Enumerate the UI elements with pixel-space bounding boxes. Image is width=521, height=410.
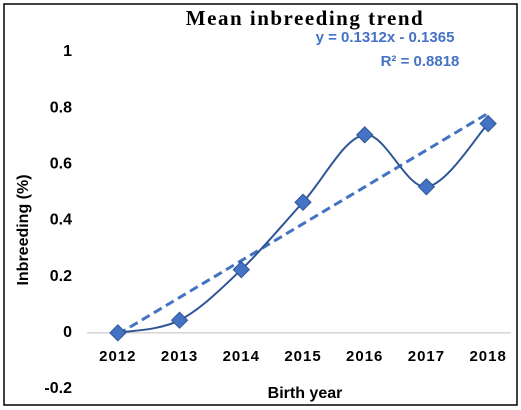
trend-r2: R² = 0.8818 [381,53,460,70]
y-tick-label: 1 [63,43,72,60]
x-tick-label: 2017 [408,348,445,365]
data-point [356,126,374,144]
data-point [294,193,312,211]
chart-title: Mean inbreeding trend [186,6,424,30]
x-tick-label: 2015 [284,348,321,365]
x-axis-title: Birth year [268,385,343,402]
data-point [232,260,250,279]
y-tick-label: 0.8 [50,99,72,116]
x-tick-label: 2012 [99,348,136,365]
x-tick-label: 2018 [469,348,506,365]
y-tick-label: 0.6 [50,156,72,173]
x-tick-label: 2013 [161,348,198,365]
y-tick-label: -0.2 [44,380,72,397]
data-point [479,114,497,133]
data-point [170,311,189,329]
y-axis-title: Inbreeding (%) [15,174,32,285]
y-tick-label: 0.2 [50,268,72,285]
trend-equation: y = 0.1312x - 0.1365 [316,29,455,46]
x-tick-label: 2014 [223,348,260,365]
y-tick-label: 0 [63,324,72,341]
y-tick-label: 0.4 [50,212,72,229]
x-tick-label: 2016 [346,348,383,365]
data-point [109,324,127,342]
data-point [417,178,436,196]
chart-frame [3,3,518,406]
trend-line [117,111,489,336]
